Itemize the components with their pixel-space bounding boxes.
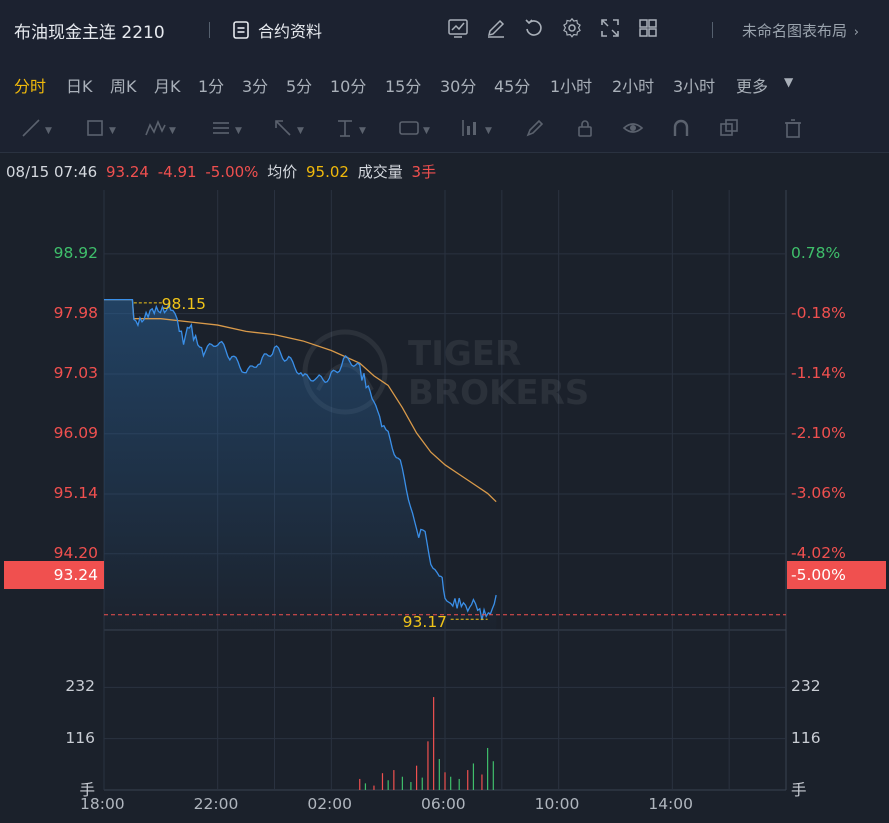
price-tick-5: 94.20 [53,543,98,562]
fullscreen-icon[interactable] [598,16,622,40]
pen-tool-icon[interactable] [524,117,546,143]
timeframe-tab-3[interactable]: 月K [154,77,181,96]
price-tick-2: 97.03 [53,363,98,382]
magnet-icon[interactable] [670,117,692,143]
layout-label: 未命名图表布局 [742,22,848,40]
chart-template-icon[interactable] [446,16,470,40]
timeframe-tab-2[interactable]: 周K [110,77,137,96]
avg-price-line [104,298,497,503]
high-marker: 98.15 [162,295,206,313]
current-price-tag: 93.24 [4,561,104,589]
fib-tool-icon[interactable]: ▼ [213,122,242,136]
volume-label: 成交量 [357,163,403,181]
watermark-line1: TIGER [408,334,521,374]
volume-tick-0-0: 232 [65,677,95,696]
timeframe-tab-11[interactable]: 1小时 [550,77,593,96]
timeframe-tab-8[interactable]: 15分 [385,77,422,96]
header-divider [209,22,210,38]
draw-edit-icon[interactable] [484,16,508,40]
timeframe-tab-6[interactable]: 5分 [286,77,313,96]
pct-tick-5: -4.02% [791,543,846,562]
price-area [104,299,497,630]
layout-selector[interactable]: 未命名图表布局 › [742,20,859,41]
quote-change-pct: -5.00% [205,163,259,181]
contract-info-button[interactable]: 合约资料 [232,18,322,42]
trash-icon[interactable] [782,117,804,143]
rect-tool-icon[interactable]: ▼ [84,117,116,143]
timeframe-tab-13[interactable]: 3小时 [673,77,716,96]
drawing-toolbar: ▼ ▼ ▼ ▼ ▼ ▼ ▼ ▼ [0,106,889,153]
price-tick-3: 96.09 [53,423,98,442]
current-pct-tag: -5.00% [787,561,886,589]
pct-tick-4: -3.06% [791,484,846,503]
time-tick-1: 22:00 [193,795,239,813]
avg-value: 95.02 [306,163,349,181]
volume-bars [359,697,494,790]
quote-info: 08/15 07:46 93.24 -4.91 -5.00% 均价 95.02 … [6,161,440,182]
low-marker: 93.17 [403,613,447,631]
lock-icon[interactable] [574,117,596,143]
timeframe-tab-10[interactable]: 45分 [494,77,531,96]
header-icons [446,16,660,40]
volume-tick-0-1: 232 [791,677,821,696]
document-icon [233,21,249,39]
text-tool-icon[interactable]: ▼ [338,120,366,137]
price-line [104,298,497,621]
price-tick-4: 95.14 [53,484,98,503]
timeframe-tab-7[interactable]: 10分 [330,77,367,96]
pct-tick-3: -2.10% [791,423,846,442]
eye-icon[interactable] [622,117,644,143]
label-tool-icon[interactable]: ▼ [398,117,430,143]
pct-tick-0: 0.78% [791,243,841,262]
timeframe-tab-4[interactable]: 1分 [198,77,225,96]
avg-label: 均价 [267,163,298,181]
volume-tick-1-1: 116 [791,728,821,747]
time-tick-2: 02:00 [307,795,352,813]
refresh-icon[interactable] [522,16,546,40]
pct-tick-1: -0.18% [791,303,846,322]
grid-layout-icon[interactable] [636,16,660,40]
time-tick-3: 06:00 [421,795,466,813]
timeframe-tab-14[interactable]: 更多 [736,77,769,96]
timeframe-tab-5[interactable]: 3分 [242,77,269,96]
timeframe-tab-12[interactable]: 2小时 [612,77,655,96]
chevron-right-icon: › [853,25,859,40]
timeframe-tab-0[interactable]: 分时 [14,77,47,96]
quote-price: 93.24 [106,163,149,181]
header-divider-2 [712,22,713,38]
volume-unit-0: 手 [79,781,95,799]
price-tick-0: 98.92 [53,243,98,262]
volume-value: 3手 [411,163,437,181]
header-bar: 布油现金主连 2210 合约资料 未命名图表布局 › [0,0,889,61]
timeframe-bar: 分时 日K 周K 月K 1分 3分 5分 10分 15分 30分 45分 1小时 2小时 3小时 更多 ▼ [0,60,889,106]
quote-datetime: 08/15 07:46 [6,163,98,181]
wave-tool-icon[interactable]: ▼ [144,117,176,143]
time-tick-5: 14:00 [648,795,693,813]
arrow-tool-icon[interactable]: ▼ [272,117,304,143]
measure-tool-icon[interactable]: ▼ [460,117,492,143]
line-tool-icon[interactable]: ▼ [20,117,52,143]
pct-tick-2: -1.14% [791,363,846,382]
time-tick-0: 18:00 [80,795,125,813]
chevron-down-icon[interactable]: ▼ [784,75,794,89]
copy-icon[interactable] [718,117,740,143]
timeframe-tab-9[interactable]: 30分 [440,77,477,96]
volume-tick-1-0: 116 [65,728,95,747]
settings-icon[interactable] [560,16,584,40]
timeframe-tab-1[interactable]: 日K [66,77,93,96]
price-tick-1: 97.98 [53,303,98,322]
instrument-title[interactable]: 布油现金主连 2210 [14,23,165,43]
contract-info-label: 合约资料 [258,22,323,41]
volume-unit-1: 手 [791,781,807,799]
time-tick-4: 10:00 [534,795,580,813]
quote-change: -4.91 [157,163,197,181]
watermark-line2: BROKERS [408,373,589,413]
